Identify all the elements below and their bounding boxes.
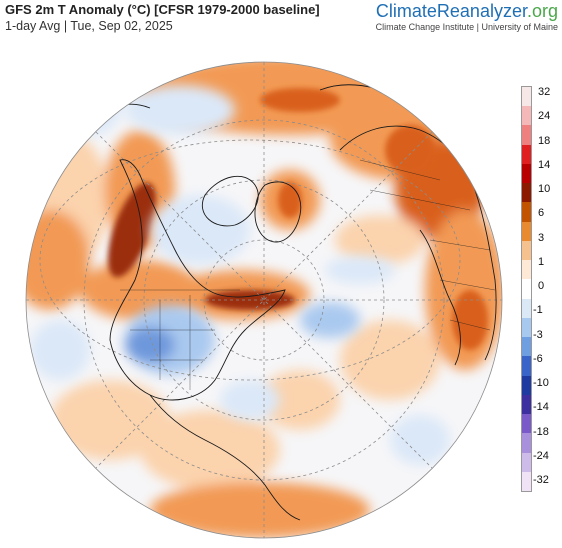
colorbar-tick-label: -24 <box>533 449 549 462</box>
colorbar-segment <box>522 221 531 242</box>
colorbar-segment <box>522 394 531 415</box>
colorbar-segment <box>522 356 531 377</box>
colorbar <box>521 86 532 492</box>
colorbar-tick-label: -6 <box>533 352 543 365</box>
brand-name-part2: Reanalyzer <box>436 1 527 21</box>
colorbar-segment <box>522 471 531 492</box>
colorbar-tick-label: -10 <box>533 377 549 389</box>
colorbar-tick-label: -14 <box>533 401 549 414</box>
colorbar-segment <box>522 144 531 165</box>
map-subtitle: 1-day Avg | Tue, Sep 02, 2025 <box>5 19 173 33</box>
colorbar-tick-label: -1 <box>533 304 543 317</box>
colorbar-segment <box>522 125 531 146</box>
map-title: GFS 2m T Anomaly (°C) [CFSR 1979-2000 ba… <box>5 2 320 17</box>
header: GFS 2m T Anomaly (°C) [CFSR 1979-2000 ba… <box>5 2 320 34</box>
colorbar-tick-label: -3 <box>533 328 543 341</box>
colorbar-segment <box>522 183 531 203</box>
brand-name-part1: Climate <box>375 1 437 21</box>
colorbar-segment <box>522 452 531 473</box>
warm-extreme-layer <box>107 88 488 350</box>
anomaly-field <box>26 62 502 538</box>
colorbar-tick-label: 32 <box>538 86 551 98</box>
graticule <box>26 62 502 538</box>
colorbar-segment <box>522 240 531 261</box>
colorbar-segment <box>522 433 531 454</box>
brand-logo[interactable]: ClimateReanalyzer.org Climate Change Ins… <box>376 1 558 33</box>
colorbar-tick-label: -32 <box>533 474 549 486</box>
colorbar-segment <box>522 163 531 184</box>
colorbar-tick-label: 3 <box>538 231 545 244</box>
colorbar-segment <box>522 414 531 434</box>
colorbar-segment <box>522 87 531 107</box>
colorbar-segment <box>522 106 531 126</box>
globe-outline <box>25 61 503 539</box>
colorbar-tick-label: 14 <box>538 158 551 171</box>
country-borders <box>120 159 496 390</box>
colorbar-segment <box>522 260 531 280</box>
colorbar-tick-label: 24 <box>538 110 551 123</box>
colorbar-tick-label: 0 <box>538 280 545 292</box>
colorbar-segment <box>522 298 531 319</box>
colorbar-tick-label: 1 <box>538 255 545 268</box>
colorbar-tick-label: 6 <box>538 207 545 220</box>
colorbar-tick-label: -18 <box>533 425 549 438</box>
brand-name: ClimateReanalyzer.org <box>376 1 558 21</box>
colorbar-segment <box>522 317 531 338</box>
brand-name-part3: .org <box>526 1 558 21</box>
cool-anomaly-layer <box>30 85 450 465</box>
colorbar-segment <box>522 337 531 357</box>
colorbar-segment <box>522 202 531 223</box>
colorbar-tick-label: 10 <box>538 183 551 195</box>
colorbar-segment <box>522 375 531 396</box>
colorbar-tick-label: 18 <box>538 134 551 147</box>
brand-tagline: Climate Change Institute | University of… <box>375 22 558 32</box>
colorbar-segment <box>522 279 531 300</box>
